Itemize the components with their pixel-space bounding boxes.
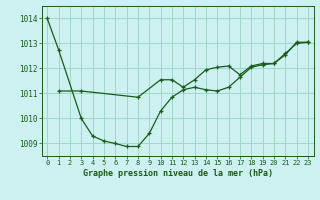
X-axis label: Graphe pression niveau de la mer (hPa): Graphe pression niveau de la mer (hPa)	[83, 169, 273, 178]
